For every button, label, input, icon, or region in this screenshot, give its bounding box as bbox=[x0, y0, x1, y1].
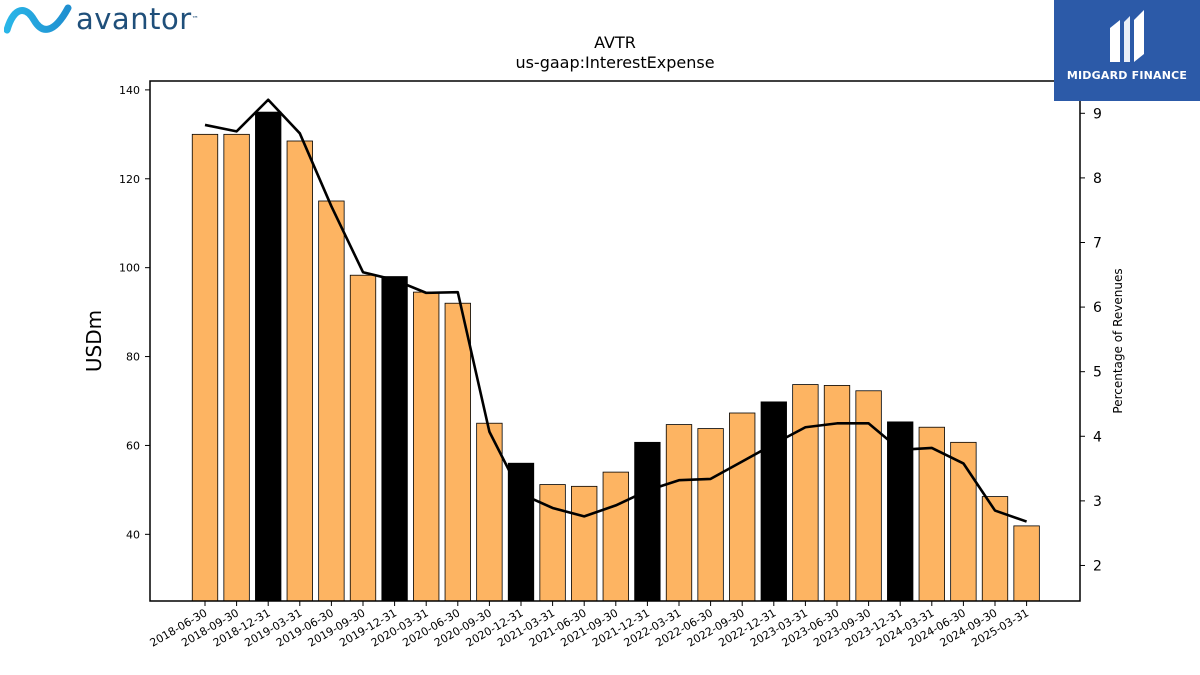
bar bbox=[950, 441, 977, 602]
bar bbox=[855, 390, 882, 602]
bar bbox=[223, 133, 250, 602]
bar bbox=[887, 421, 914, 602]
bar bbox=[729, 412, 756, 602]
y2-tick-label: 7 bbox=[1093, 235, 1102, 251]
y2-tick-label: 8 bbox=[1093, 171, 1102, 187]
bar bbox=[602, 471, 629, 602]
bar bbox=[571, 485, 598, 602]
y-tick-label: 120 bbox=[119, 173, 140, 186]
bar bbox=[349, 274, 377, 602]
chart-subtitle: us-gaap:InterestExpense bbox=[515, 53, 714, 72]
y2-axis-label: Percentage of Revenues bbox=[1111, 268, 1125, 413]
bar bbox=[981, 496, 1009, 602]
bar bbox=[507, 462, 535, 602]
y-axis-label: USDm bbox=[82, 310, 106, 372]
bar bbox=[191, 133, 219, 602]
bar bbox=[792, 384, 819, 602]
bar bbox=[918, 426, 945, 602]
bar bbox=[539, 484, 566, 602]
y2-tick-label: 6 bbox=[1093, 300, 1102, 316]
bar bbox=[413, 291, 440, 602]
midgard-finance-text: MIDGARD FINANCE bbox=[1066, 69, 1188, 82]
y2-tick-label: 9 bbox=[1093, 106, 1102, 122]
y2-tick-label: 4 bbox=[1093, 429, 1102, 445]
bar bbox=[697, 428, 724, 602]
bar bbox=[381, 276, 408, 602]
plot-frame bbox=[149, 80, 1081, 602]
bar bbox=[760, 401, 787, 602]
y2-tick-label: 3 bbox=[1093, 494, 1102, 510]
bar bbox=[823, 385, 851, 602]
bar bbox=[255, 111, 282, 602]
y-tick-label: 80 bbox=[126, 351, 140, 364]
bar bbox=[444, 302, 471, 602]
bar bbox=[665, 424, 693, 602]
bar bbox=[286, 140, 313, 602]
bar bbox=[1013, 525, 1040, 602]
chart-title: AVTR bbox=[594, 33, 636, 52]
avantor-logo: avantor ™ bbox=[4, 2, 199, 36]
y-tick-label: 60 bbox=[126, 439, 140, 452]
avantor-swoosh-icon bbox=[4, 4, 72, 34]
avantor-wordmark: avantor bbox=[76, 2, 192, 36]
bar bbox=[634, 441, 661, 602]
y-tick-label: 40 bbox=[126, 528, 140, 541]
bar bbox=[476, 422, 503, 602]
midgard-finance-logo: MIDGARD FINANCE bbox=[1054, 0, 1200, 101]
midgard-mark-icon bbox=[1110, 10, 1144, 62]
y-tick-label: 100 bbox=[119, 262, 140, 275]
y2-tick-label: 5 bbox=[1093, 365, 1102, 381]
bar bbox=[318, 200, 345, 602]
y-tick-label: 140 bbox=[119, 84, 140, 97]
avantor-tm: ™ bbox=[191, 15, 199, 23]
y2-tick-label: 2 bbox=[1093, 558, 1102, 574]
